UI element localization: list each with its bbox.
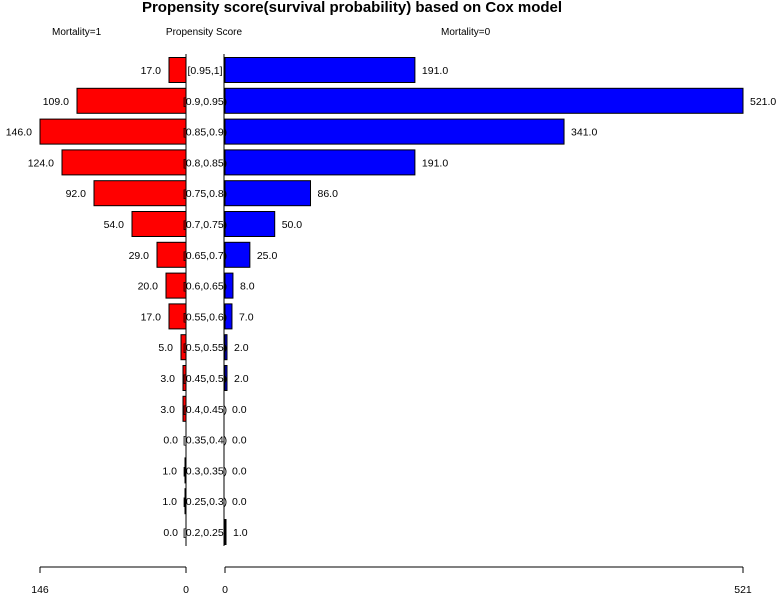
left-header: Mortality=1 [52,27,102,38]
category-label: [0.6,0.65) [183,281,227,293]
left-bar [168,57,187,83]
category-label: [0.3,0.35) [183,465,227,477]
category-label: [0.25,0.3) [183,496,227,508]
left-axis-tick-zero-label: 0 [183,584,189,594]
right-value-label: 2.0 [234,373,249,385]
right-axis-tick-max-label: 521 [734,584,752,594]
left-value-label: 3.0 [160,373,175,385]
right-value-label: 341.0 [571,127,597,139]
right-value-label: 86.0 [318,188,339,200]
axes: 146 0 0 521 [31,566,752,594]
left-bar [76,87,187,114]
right-bar [224,180,312,207]
right-bar [224,118,565,145]
category-label: [0.4,0.45) [183,404,227,416]
left-value-label: 54.0 [104,219,125,231]
chart-title: Propensity score(survival probability) b… [142,0,562,16]
right-bar [224,149,416,176]
category-label: [0.7,0.75) [183,219,227,231]
right-value-label: 7.0 [239,311,254,323]
right-value-label: 8.0 [240,281,255,293]
right-bar [224,241,251,268]
right-value-label: 191.0 [422,157,448,169]
right-bar [224,365,228,391]
left-bar [131,211,187,237]
right-header: Mortality=0 [441,27,491,38]
right-bar [224,57,416,83]
category-label: [0.45,0.5) [183,373,227,385]
left-bar [61,149,187,176]
left-axis-tick-max-label: 146 [31,584,49,594]
left-value-label: 92.0 [66,188,87,200]
left-value-label: 0.0 [163,435,178,447]
right-value-label: 0.0 [232,404,247,416]
category-label: [0.55,0.6) [183,311,227,323]
right-value-label: 0.0 [232,465,247,477]
right-value-label: 0.0 [232,435,247,447]
left-value-label: 146.0 [6,127,32,139]
center-header: Propensity Score [166,27,243,38]
left-value-label: 0.0 [163,527,178,539]
right-value-label: 25.0 [257,250,278,262]
right-bar [224,272,234,299]
left-value-label: 29.0 [129,250,150,262]
left-value-label: 109.0 [43,96,69,108]
right-bar [224,334,228,361]
category-label: [0.95,1] [187,65,222,77]
right-value-label: 0.0 [232,496,247,508]
left-bar [156,241,187,268]
category-label: [0.9,0.95) [183,96,227,108]
left-value-label: 5.0 [158,342,173,354]
left-bar [93,180,187,207]
category-labels: [0.95,1] [0.9,0.95) [0.85,0.9) [0.8,0.85) [0… [183,65,227,539]
left-value-label: 17.0 [141,65,162,77]
right-bars [224,57,744,545]
left-value-label: 1.0 [162,465,177,477]
category-label: [0.65,0.7) [183,250,227,262]
left-value-label: 17.0 [141,311,162,323]
category-label: [0.75,0.8) [183,188,227,200]
right-value-label: 521.0 [750,96,776,108]
left-value-label: 1.0 [162,496,177,508]
left-value-label: 20.0 [138,281,159,293]
left-value-label: 124.0 [28,157,54,169]
category-label: [0.5,0.55) [183,342,227,354]
left-bar [39,118,187,145]
right-value-label: 1.0 [233,527,248,539]
category-label: [0.8,0.85) [183,157,227,169]
category-label: [0.35,0.4) [183,435,227,447]
right-bar [224,303,233,330]
right-value-label: 50.0 [282,219,303,231]
right-value-label: 2.0 [234,342,249,354]
category-label: [0.2,0.25) [183,527,227,539]
category-label: [0.85,0.9) [183,127,227,139]
right-bar [224,87,744,114]
right-value-label: 191.0 [422,65,448,77]
value-labels: 17.0 191.0 109.0 521.0 146.0 341.0 124.0 191.0 9… [6,65,777,539]
right-bar [224,211,276,237]
left-value-label: 3.0 [160,404,175,416]
left-bars [39,57,187,515]
right-axis-tick-zero-label: 0 [222,584,228,594]
right-bar [224,519,227,545]
